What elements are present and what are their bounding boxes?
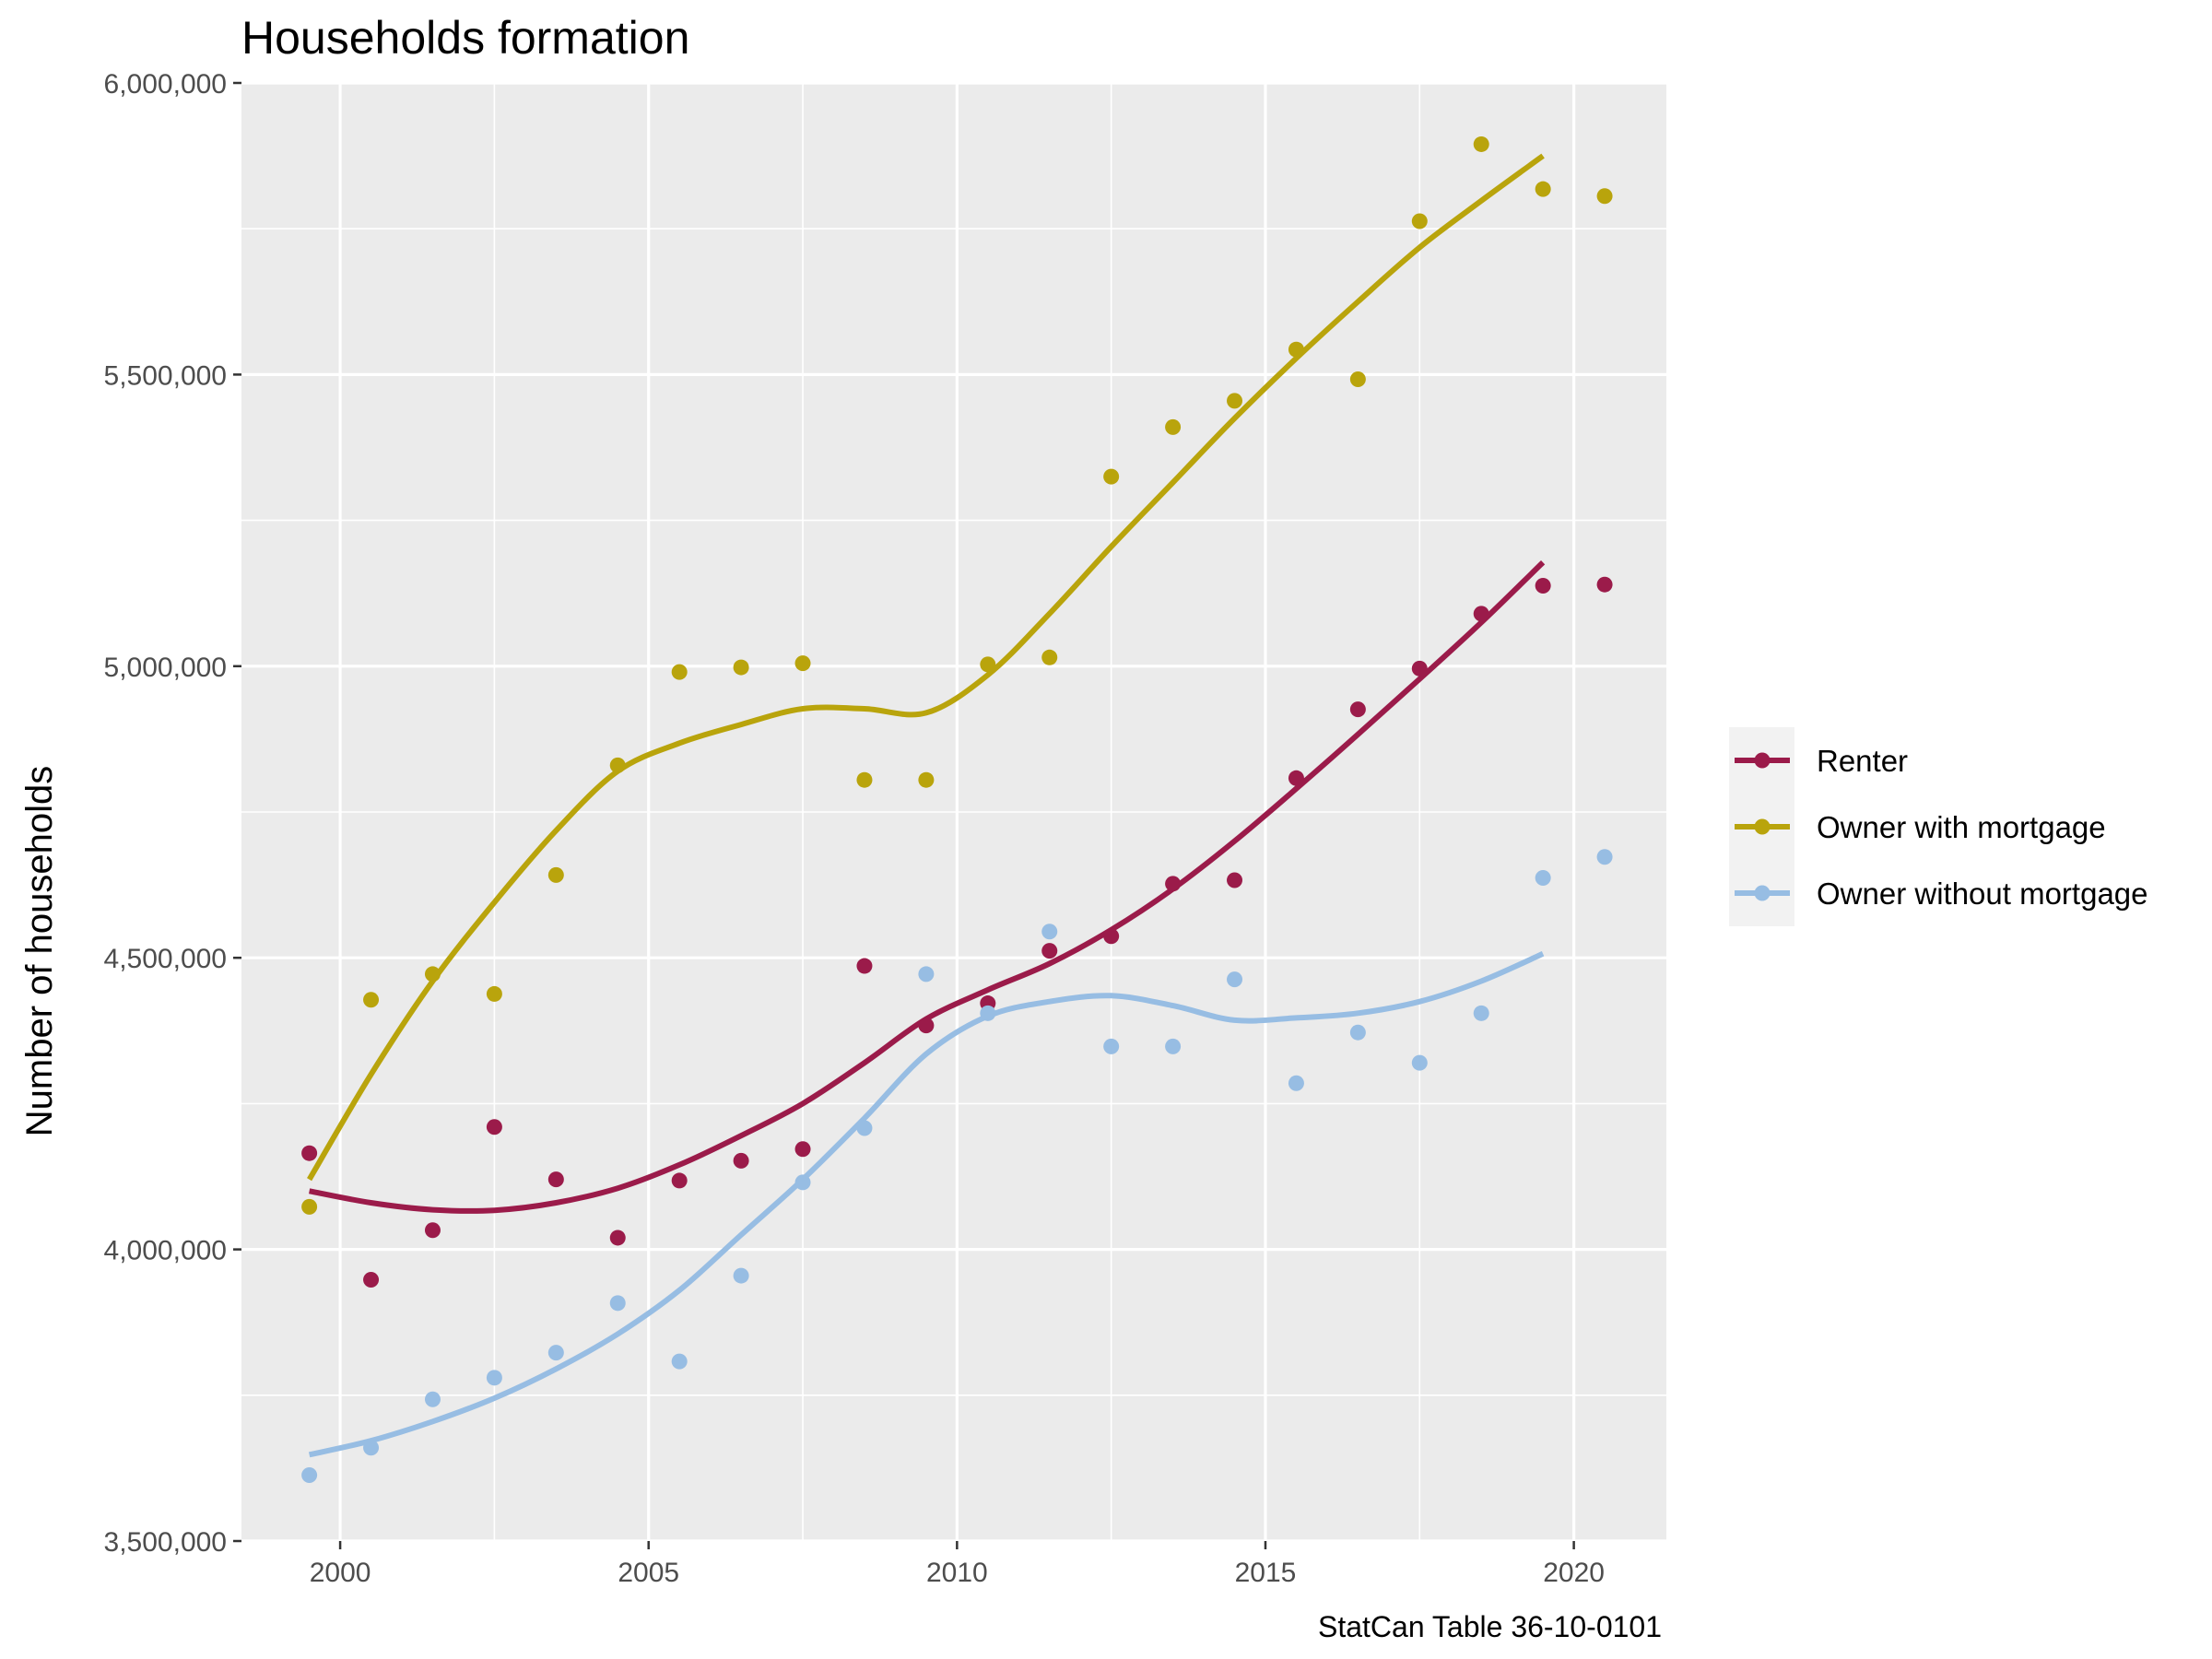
data-point [794, 655, 811, 672]
data-point [1535, 181, 1551, 197]
data-point [1227, 872, 1243, 888]
data-point [609, 1230, 626, 1246]
data-point [1227, 971, 1243, 988]
data-point [1103, 928, 1120, 945]
y-tick-label: 6,000,000 [104, 69, 227, 100]
data-point [1165, 1038, 1182, 1054]
data-point [547, 1171, 564, 1188]
data-point [1165, 876, 1182, 892]
legend-label: Renter [1817, 744, 1908, 778]
data-point [1596, 188, 1613, 205]
data-point [486, 1119, 502, 1135]
data-point [1473, 606, 1489, 622]
data-point [301, 1198, 318, 1215]
legend-label: Owner without mortgage [1817, 877, 2148, 911]
legend-key-point [1754, 885, 1771, 901]
data-point [1411, 1054, 1428, 1071]
series-layer [301, 135, 1613, 1483]
data-point [794, 1174, 811, 1191]
x-tick-label: 2020 [1543, 1558, 1605, 1588]
y-axis-label: Number of households [19, 766, 60, 1136]
series-trend-line [307, 153, 1545, 1182]
x-tick-label: 2000 [310, 1558, 371, 1588]
data-point [486, 985, 502, 1002]
data-point [1041, 924, 1058, 940]
data-point [1596, 849, 1613, 865]
data-point [918, 1018, 935, 1034]
data-point [1103, 468, 1120, 485]
data-point [1596, 576, 1613, 593]
data-point [301, 1145, 318, 1161]
data-point [980, 656, 996, 673]
y-tick-label: 4,000,000 [104, 1236, 227, 1266]
caption: StatCan Table 36-10-0101 [1318, 1610, 1662, 1643]
x-tick-label: 2005 [618, 1558, 679, 1588]
y-axis: 3,500,000 4,000,000 4,500,000 5,000,000 5,50… [104, 69, 241, 1558]
legend: Renter Owner with mortgage Owner without m… [1729, 727, 2148, 926]
data-point [486, 1370, 502, 1386]
data-point [547, 1345, 564, 1361]
data-point [1165, 418, 1182, 435]
series-trend-line [309, 560, 1546, 1214]
data-point [1288, 341, 1304, 358]
data-point [1411, 213, 1428, 229]
data-point [424, 1222, 441, 1239]
data-point [1227, 393, 1243, 409]
data-point [424, 1391, 441, 1407]
data-point [1288, 770, 1304, 786]
series-2 [301, 849, 1613, 1483]
data-point [856, 958, 873, 974]
data-point [424, 966, 441, 982]
data-point [1041, 943, 1058, 959]
data-point [794, 1141, 811, 1158]
y-tick-label: 5,500,000 [104, 360, 227, 391]
data-point [609, 757, 626, 773]
data-point [918, 771, 935, 788]
data-point [1473, 1005, 1489, 1021]
data-point [1473, 135, 1489, 152]
grid-major [241, 81, 1666, 1543]
data-point [1288, 1075, 1304, 1091]
y-tick-label: 4,500,000 [104, 944, 227, 974]
y-tick-label: 5,000,000 [104, 653, 227, 683]
data-point [363, 1272, 380, 1288]
series-trend-line [308, 951, 1545, 1458]
data-point [1349, 701, 1366, 718]
legend-key-point [1754, 818, 1771, 835]
data-point [671, 1172, 688, 1189]
data-point [363, 1440, 380, 1456]
data-point [1349, 1024, 1366, 1041]
data-point [1535, 577, 1551, 594]
grid-minor [241, 83, 1666, 1541]
series-1 [301, 135, 1613, 1215]
data-point [671, 1353, 688, 1370]
chart-title: Households formation [241, 12, 689, 64]
data-point [671, 664, 688, 680]
data-point [609, 1295, 626, 1312]
data-point [363, 992, 380, 1008]
legend-key-point [1754, 752, 1771, 769]
data-point [733, 659, 749, 676]
data-point [1103, 1038, 1120, 1054]
data-point [856, 771, 873, 788]
legend-label: Owner with mortgage [1817, 810, 2106, 844]
data-point [733, 1267, 749, 1284]
y-tick-label: 3,500,000 [104, 1527, 227, 1558]
data-point [1041, 649, 1058, 665]
series-0 [301, 560, 1613, 1288]
x-tick-label: 2015 [1235, 1558, 1297, 1588]
data-point [301, 1466, 318, 1483]
data-point [856, 1120, 873, 1136]
data-point [980, 1005, 996, 1021]
x-tick-label: 2010 [926, 1558, 988, 1588]
data-point [733, 1152, 749, 1169]
data-point [1349, 371, 1366, 387]
data-point [918, 966, 935, 982]
x-axis: 2000 2005 2010 2015 2020 [310, 1541, 1605, 1588]
data-point [1411, 660, 1428, 677]
data-point [1535, 870, 1551, 887]
data-point [547, 866, 564, 883]
